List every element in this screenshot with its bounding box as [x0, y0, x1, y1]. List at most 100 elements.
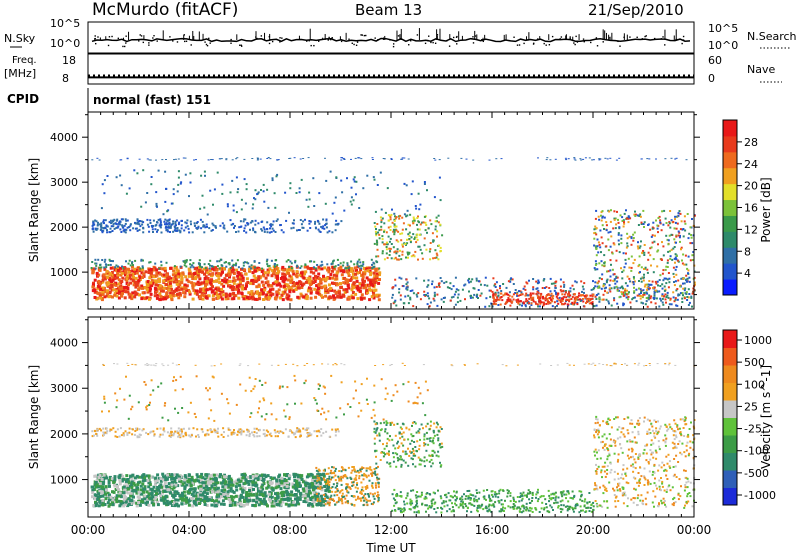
noise-search-point	[270, 39, 272, 41]
range-cell	[545, 286, 548, 289]
range-cell	[437, 221, 440, 224]
range-cell	[274, 259, 277, 262]
range-cell	[516, 300, 519, 303]
range-cell	[124, 222, 127, 225]
range-cell	[396, 248, 399, 251]
range-cell	[636, 245, 639, 248]
noise-search-point	[664, 44, 666, 46]
range-cell	[129, 223, 132, 226]
range-cell	[190, 475, 194, 479]
range-cell	[163, 220, 166, 223]
range-cell	[175, 490, 179, 494]
range-cell	[162, 279, 166, 283]
range-cell	[549, 277, 552, 280]
range-cell	[415, 293, 418, 296]
noise-search-point	[122, 45, 124, 48]
range-cell	[638, 246, 641, 249]
range-cell	[689, 242, 692, 245]
range-cell	[360, 297, 364, 301]
range-cell	[111, 500, 114, 504]
range-cell	[327, 276, 331, 280]
range-cell	[617, 239, 620, 242]
range-cell	[101, 291, 105, 294]
range-cell	[568, 292, 570, 295]
range-cell	[657, 249, 660, 252]
range-cell	[166, 223, 169, 226]
range-cell	[126, 158, 129, 160]
range-cell	[190, 223, 192, 226]
range-cell	[669, 210, 672, 212]
range-cell	[375, 272, 379, 276]
range-cell	[379, 171, 382, 174]
range-cell	[569, 287, 572, 290]
range-cell	[234, 494, 238, 498]
range-cell	[159, 224, 162, 226]
range-cell	[126, 219, 129, 222]
range-cell	[270, 230, 273, 233]
range-cell	[126, 226, 129, 229]
range-cell	[258, 297, 262, 301]
range-cell	[265, 293, 269, 297]
range-cell	[117, 296, 121, 300]
range-cell	[672, 291, 675, 294]
range-cell	[675, 255, 678, 257]
range-cell	[141, 291, 145, 295]
range-cell	[226, 203, 229, 206]
range-cell	[425, 294, 427, 296]
range-cell	[426, 285, 429, 288]
range-cell	[571, 296, 574, 298]
range-cell	[262, 274, 266, 278]
range-cell	[155, 271, 159, 275]
range-cell	[306, 280, 310, 284]
range-cell	[393, 251, 396, 254]
range-cell	[120, 159, 123, 161]
range-cell	[549, 296, 552, 299]
range-cell	[653, 292, 656, 295]
range-cell	[306, 498, 310, 502]
range-cell	[397, 230, 400, 233]
range-cell	[213, 292, 217, 296]
noise-search-point	[682, 39, 685, 41]
range-cell	[149, 281, 153, 285]
range-cell	[595, 209, 598, 212]
range-cell	[527, 300, 530, 303]
range-cell	[530, 302, 533, 305]
range-cell	[111, 230, 114, 232]
range-cell	[323, 266, 327, 270]
range-cell	[656, 280, 659, 283]
range-cell	[683, 263, 686, 266]
range-cell	[148, 289, 152, 293]
range-cell	[550, 282, 553, 285]
range-cell	[593, 305, 596, 308]
range-cell	[180, 502, 184, 506]
range-cell	[613, 218, 616, 221]
range-cell	[155, 500, 159, 504]
range-cell	[346, 262, 349, 265]
noise-search-point	[609, 37, 611, 39]
range-cell	[656, 290, 659, 293]
range-cell	[333, 201, 336, 204]
range-cell	[121, 501, 125, 505]
range-cell	[174, 498, 178, 502]
range-cell	[405, 184, 408, 187]
range-cell	[338, 292, 342, 296]
range-cell	[375, 232, 378, 235]
range-cell	[165, 295, 169, 299]
range-cell	[595, 262, 598, 265]
range-cell	[409, 296, 412, 299]
range-cell	[142, 487, 146, 491]
range-cell	[370, 258, 373, 261]
range-cell	[170, 202, 173, 205]
noise-search-point	[675, 38, 677, 41]
range-cell	[574, 296, 577, 299]
range-cell	[215, 279, 219, 283]
range-cell	[503, 293, 506, 296]
range-cell	[375, 228, 377, 230]
range-cell	[432, 257, 435, 260]
range-cell	[158, 284, 162, 288]
noise-search-point	[559, 38, 561, 40]
range-cell	[170, 477, 174, 480]
range-cell	[488, 289, 491, 292]
range-cell	[612, 273, 615, 276]
colorbar-segment	[723, 215, 737, 232]
